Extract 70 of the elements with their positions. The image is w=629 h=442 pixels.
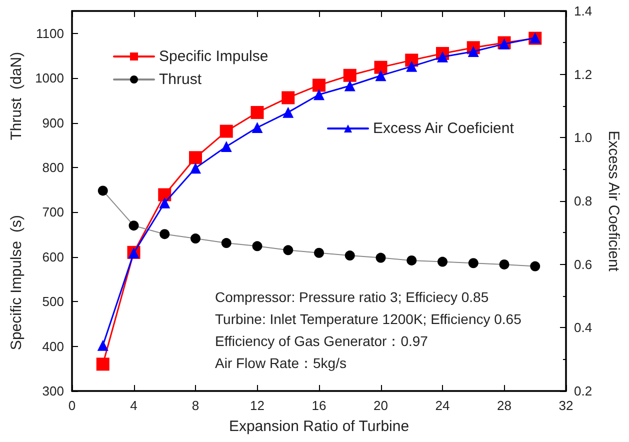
point bbox=[438, 256, 448, 267]
point bbox=[98, 186, 108, 196]
y2-tick-label: 1.2 bbox=[574, 66, 592, 82]
point bbox=[96, 358, 110, 371]
point bbox=[189, 151, 202, 164]
y2-tick-label: 1.4 bbox=[574, 4, 592, 18]
point bbox=[314, 248, 324, 258]
point bbox=[220, 124, 233, 138]
point bbox=[283, 245, 294, 256]
point bbox=[344, 250, 355, 261]
x-tick-label: 4 bbox=[130, 398, 138, 413]
annotation: Air Flow Rate：5kg/s bbox=[215, 355, 346, 371]
y-tick-label: 600 bbox=[42, 249, 64, 264]
point bbox=[282, 91, 295, 104]
y-tick-label: 400 bbox=[42, 338, 64, 354]
point bbox=[128, 220, 139, 231]
y-tick-label: 1100 bbox=[36, 26, 64, 41]
y-tick-label: 700 bbox=[42, 204, 64, 220]
legend-label: Thrust bbox=[159, 71, 202, 88]
y-axis-title: Specific Impulse (s) Thrust (daN) bbox=[8, 52, 26, 350]
y2-tick-label: 0.4 bbox=[574, 320, 592, 336]
y2-tick-label: 0.6 bbox=[574, 256, 592, 272]
point bbox=[343, 68, 356, 82]
x-tick-label: 20 bbox=[374, 398, 388, 413]
x-tick-label: 24 bbox=[435, 398, 450, 413]
point bbox=[160, 229, 170, 240]
x-axis-title: Expansion Ratio of Turbine bbox=[228, 418, 410, 435]
y-tick-label: 900 bbox=[42, 115, 64, 130]
y2-axis-title: Excess Air Coeficient bbox=[605, 130, 622, 272]
y-tick-label: 500 bbox=[42, 294, 64, 310]
point bbox=[314, 89, 324, 100]
point bbox=[530, 261, 540, 272]
point bbox=[312, 78, 326, 92]
y2-tick-label: 1.0 bbox=[574, 130, 592, 146]
point bbox=[250, 106, 264, 119]
point bbox=[190, 162, 201, 174]
point bbox=[406, 60, 418, 72]
y-tick-label: 800 bbox=[42, 160, 64, 175]
point bbox=[437, 51, 448, 62]
point bbox=[252, 122, 263, 134]
annotation: Compressor: Pressure ratio 3; Efficiecy 0.85 bbox=[215, 289, 489, 305]
point bbox=[374, 60, 388, 74]
y2-tick-label: 0.2 bbox=[574, 384, 592, 398]
point bbox=[406, 255, 417, 266]
x-tick-label: 0 bbox=[68, 398, 76, 413]
x-tick-label: 32 bbox=[558, 398, 574, 413]
point bbox=[468, 258, 478, 268]
annotation: Efficiency of Gas Generator：0.97 bbox=[215, 333, 428, 349]
annotation: Turbine: Inlet Temperature 1200K; Efficiency 0.65 bbox=[215, 311, 522, 327]
point bbox=[159, 197, 170, 208]
x-tick-label: 8 bbox=[192, 398, 200, 413]
point bbox=[468, 46, 479, 58]
x-tick-label: 16 bbox=[312, 398, 326, 413]
point bbox=[190, 234, 200, 244]
x-tick-label: 28 bbox=[497, 398, 512, 413]
y2-tick-label: 0.8 bbox=[574, 194, 592, 208]
y-tick-label: 1000 bbox=[35, 70, 64, 86]
point bbox=[499, 259, 510, 270]
point bbox=[97, 340, 108, 351]
point bbox=[344, 80, 356, 92]
point bbox=[220, 141, 232, 152]
x-tick-label: 12 bbox=[250, 398, 264, 413]
point bbox=[375, 70, 386, 82]
point bbox=[252, 241, 262, 252]
point bbox=[376, 252, 386, 263]
y-tick-label: 300 bbox=[42, 384, 64, 398]
legend-label: Specific Impulse bbox=[159, 48, 268, 65]
point bbox=[282, 106, 294, 118]
point bbox=[221, 238, 232, 248]
legend-label: Excess Air Coeficient bbox=[373, 120, 515, 137]
